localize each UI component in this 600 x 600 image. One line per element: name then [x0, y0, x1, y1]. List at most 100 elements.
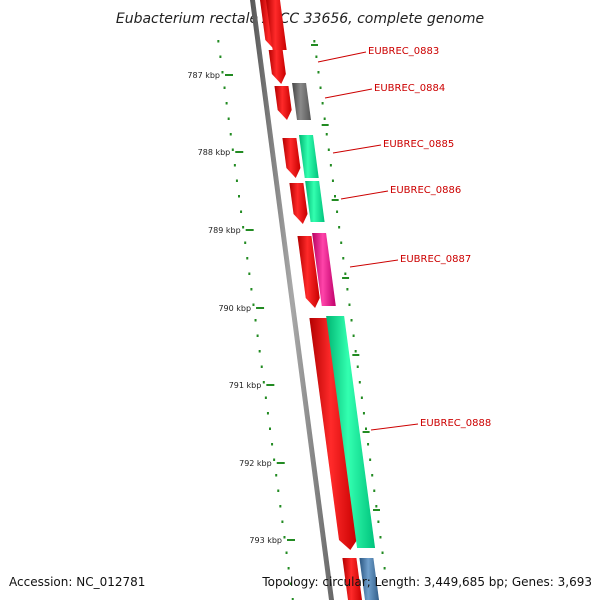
gene-arrow-forward: [274, 86, 292, 120]
scale-dot: [321, 102, 324, 105]
scale-dot: [291, 598, 294, 600]
scale-tick-mark: [245, 229, 254, 231]
scale-dot: [350, 319, 353, 322]
scale-dot: [352, 334, 355, 337]
scale-tick-mark: [362, 431, 370, 433]
scale-dot: [252, 303, 255, 306]
map-title: Eubacterium rectale ATCC 33656, complete…: [116, 11, 484, 27]
scale-ticks: 787 kbp 788 kbp 789 kbp 790 kbp 791 kbp 792 k…: [187, 44, 380, 545]
scale-tick-mark: [352, 354, 360, 356]
gene-arrow-forward: [282, 138, 301, 178]
gene-label[interactable]: EUBREC_0884: [374, 83, 445, 94]
scale-tick-mark: [287, 539, 295, 541]
scale-dot: [227, 117, 230, 120]
scale-dot: [344, 272, 347, 275]
scale-dot: [338, 226, 341, 229]
gene-arrow-forward: [289, 183, 308, 224]
scale-tick-mark: [276, 462, 285, 464]
scale-dot: [281, 520, 284, 523]
scale-dot: [254, 319, 257, 322]
gene-arrow-forward: [268, 50, 286, 84]
scale-dot: [260, 365, 263, 368]
scale-dot: [242, 226, 245, 229]
gene-arrow-forward: [266, 0, 287, 50]
scale-dot: [315, 55, 318, 58]
scale-dot: [336, 210, 339, 213]
scale-dot: [325, 133, 328, 136]
gene-label-leader: [349, 259, 399, 268]
scale-dot: [229, 133, 232, 136]
scale-dot: [287, 567, 290, 570]
scale-dot: [381, 551, 384, 554]
scale-dot: [383, 567, 386, 570]
scale-dot: [346, 288, 349, 291]
scale-dot: [334, 195, 336, 198]
scale-dot: [379, 536, 382, 539]
scale-dot: [367, 443, 370, 446]
scale-tick-mark: [225, 74, 233, 76]
scale-dot: [246, 257, 249, 260]
gene-arrow-forward: [309, 318, 357, 550]
scale-tick-label: 789 kbp: [208, 226, 241, 235]
gene-cds-magenta: [312, 233, 336, 306]
scale-dot: [375, 505, 378, 508]
scale-dot: [275, 474, 278, 477]
scale-tick-label: 787 kbp: [187, 71, 220, 80]
gene-label[interactable]: EUBREC_0885: [383, 139, 454, 150]
gene-cds-green: [326, 316, 376, 548]
scale-dot: [221, 71, 224, 74]
scale-tick-label: 792 kbp: [239, 459, 272, 468]
scale-dot: [235, 179, 238, 182]
scale-tick-dots: [217, 40, 386, 600]
gene-arrow-forward: [342, 558, 362, 600]
gene-label[interactable]: EUBREC_0887: [400, 254, 471, 265]
gene-cds-green: [299, 135, 319, 178]
scale-dot: [373, 489, 376, 492]
scale-dot: [231, 148, 234, 151]
scale-dot: [329, 164, 332, 167]
gene-label[interactable]: EUBREC_0883: [368, 46, 439, 57]
gene-label[interactable]: EUBREC_0886: [390, 185, 461, 196]
scale-dot: [340, 241, 343, 244]
scale-tick-label: 791 kbp: [229, 381, 262, 390]
gene-cds-green: [305, 181, 325, 222]
scale-dot: [269, 427, 271, 430]
scale-dot: [271, 443, 274, 446]
scale-dot: [362, 412, 365, 415]
scale-tick-mark: [311, 44, 318, 46]
scale-tick-mark: [266, 384, 275, 386]
scale-dot: [377, 520, 380, 523]
scale-dot: [233, 164, 236, 167]
gene-label[interactable]: EUBREC_0888: [420, 418, 491, 429]
accession-text: Accession: NC_012781: [9, 575, 145, 589]
scale-dot: [285, 551, 288, 554]
scale-dot: [262, 381, 265, 384]
gene-label-leader: [332, 144, 382, 154]
scale-tick-label: 790 kbp: [218, 304, 251, 313]
scale-tick-mark: [256, 307, 265, 309]
scale-dot: [283, 536, 286, 539]
scale-dot: [369, 458, 372, 461]
scale-tick-label: 793 kbp: [249, 536, 282, 545]
scale-dot: [223, 86, 226, 89]
scale-dot: [319, 86, 322, 89]
genome-backbone: [250, 0, 334, 600]
gene-cds-gray: [292, 83, 311, 120]
gene-label-leader: [370, 423, 419, 431]
gene-label-leader: [340, 190, 389, 200]
scale-tick-mark: [235, 151, 244, 153]
gene-label-leader: [324, 88, 373, 99]
scale-tick-mark: [342, 277, 350, 279]
gene-cds-blue: [359, 558, 379, 600]
scale-dot: [279, 505, 282, 508]
scale-dot: [289, 582, 292, 585]
scale-dot: [244, 241, 247, 244]
scale-dot: [342, 257, 345, 260]
scale-dot: [273, 458, 276, 461]
scale-tick-mark: [321, 124, 329, 126]
scale-dot: [354, 350, 357, 353]
scale-dot: [250, 288, 253, 291]
gene-features: [260, 0, 379, 600]
scale-tick-mark: [373, 509, 380, 511]
